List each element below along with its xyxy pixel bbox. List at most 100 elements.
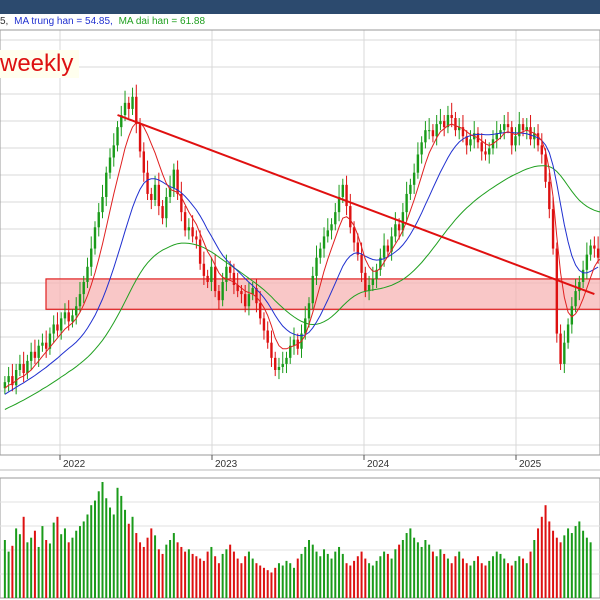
volume-bar [345, 563, 348, 598]
candle-body [345, 184, 348, 207]
candle-body [228, 266, 232, 273]
ma-long-legend: MA dai han = 61.88 [118, 16, 206, 27]
candle-body [277, 366, 281, 370]
volume-bar [56, 516, 59, 598]
volume-bar [67, 542, 70, 598]
volume-bar [371, 565, 374, 598]
candle-body [75, 306, 78, 316]
volume-bar [135, 533, 138, 598]
volume-bar [289, 563, 292, 598]
candle-body [503, 124, 506, 131]
x-tick-label: 2024 [367, 459, 390, 470]
volume-bar [465, 563, 468, 598]
volume-bar [529, 551, 532, 598]
volume-bar [105, 498, 108, 598]
candle-body [326, 230, 329, 237]
volume-bar [93, 500, 96, 598]
volume-bar [544, 505, 547, 598]
candle-body [439, 121, 442, 125]
volume-bar [424, 540, 427, 598]
candle-body [510, 127, 513, 146]
candle-body [131, 96, 134, 109]
volume-bar [480, 563, 483, 598]
candle-body [578, 281, 581, 292]
volume-bar [522, 558, 525, 598]
candle-body [120, 115, 123, 128]
candle-body [44, 342, 48, 349]
volume-bar [491, 556, 494, 598]
volume-bar [413, 537, 416, 598]
candle-body [420, 142, 423, 155]
candle-body [22, 363, 25, 374]
volume-bar [514, 560, 517, 598]
candle-body [334, 212, 337, 225]
candle-body [548, 181, 551, 210]
volume-bar [450, 563, 453, 598]
volume-bar [428, 544, 431, 598]
candle-body [116, 127, 119, 146]
volume-bar [458, 551, 461, 598]
volume-bar [446, 558, 449, 598]
volume-bar [435, 556, 438, 598]
candle-body [63, 312, 67, 319]
volume-bar [409, 528, 412, 598]
candle-body [142, 151, 146, 173]
volume-bar [63, 528, 66, 598]
volume-panel-frame [0, 477, 600, 599]
trendline-layer [117, 114, 595, 296]
volume-bar [454, 556, 457, 598]
volume-bar [82, 521, 85, 598]
candle-body [566, 324, 570, 343]
volume-bar [202, 560, 205, 598]
candle-body [397, 224, 401, 231]
candle-body [585, 254, 589, 270]
candle-body [322, 236, 326, 249]
candle-body [105, 172, 108, 197]
candle-body [59, 318, 63, 331]
candle-body [427, 130, 431, 132]
volume-bar [187, 549, 190, 598]
volume-bar [311, 544, 314, 598]
moving-averages-layer [4, 122, 600, 410]
volume-bar [507, 563, 510, 598]
candle-body [431, 130, 435, 137]
candle-body [41, 342, 44, 346]
volume-bar [131, 516, 134, 598]
volume-bar [124, 509, 127, 598]
candle-body [521, 124, 525, 131]
volume-bar [338, 546, 341, 598]
candle-body [150, 193, 153, 200]
x-tick-label: 2025 [519, 459, 542, 470]
candle-body [3, 382, 7, 389]
volume-bar [86, 514, 89, 598]
candles-layer [3, 84, 600, 395]
volume-bar [210, 546, 213, 598]
volume-bar [240, 563, 243, 598]
volume-bar [300, 553, 303, 598]
volume-bar [405, 533, 408, 598]
candle-body [386, 245, 390, 252]
candle-body [405, 193, 408, 213]
candle-body [262, 318, 266, 331]
candle-body [581, 269, 585, 282]
volume-bar [552, 530, 555, 598]
candle-body [480, 142, 483, 152]
volume-bar [469, 565, 472, 598]
volume-bar [364, 558, 367, 598]
candle-body [337, 196, 341, 213]
volume-bar [334, 551, 337, 598]
volume-bar [484, 565, 487, 598]
candle-body [341, 184, 345, 197]
candle-body [255, 288, 258, 304]
candle-body [596, 248, 600, 258]
candle-body [461, 127, 465, 137]
candle-body [555, 248, 559, 334]
volume-bar [319, 556, 322, 598]
volume-bar [315, 551, 318, 598]
candle-body [187, 227, 191, 231]
candle-body [371, 278, 375, 285]
volume-bar [281, 565, 284, 598]
candle-body [127, 102, 130, 109]
candle-body [240, 291, 243, 295]
